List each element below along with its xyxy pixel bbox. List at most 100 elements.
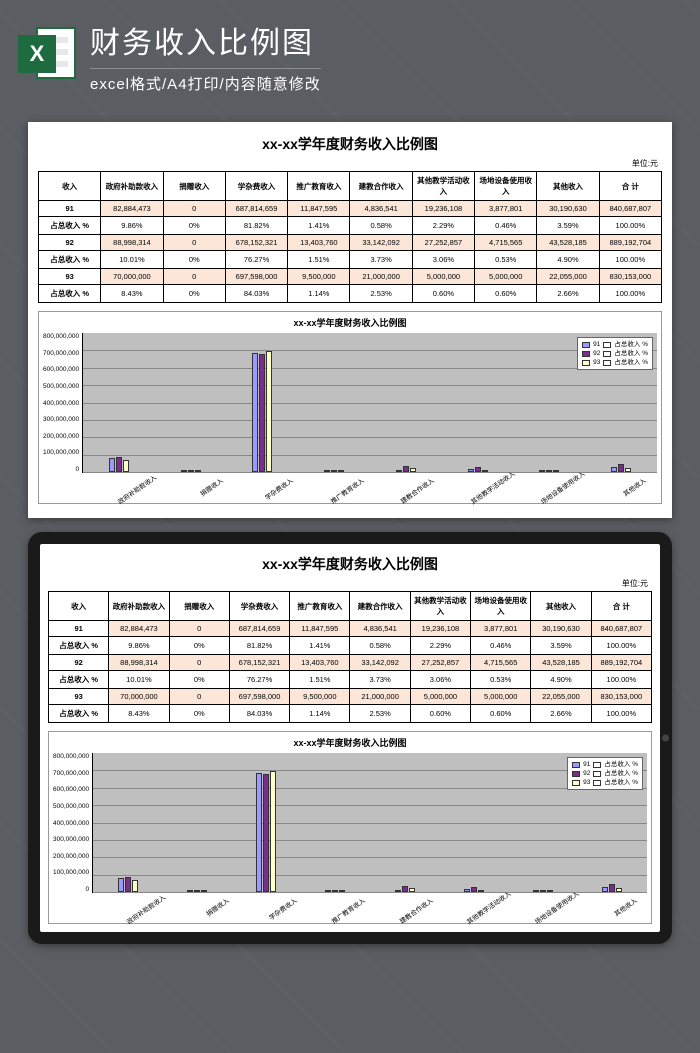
row-label: 92 xyxy=(49,655,109,671)
chart-yaxis: 800,000,000700,000,000600,000,000500,000… xyxy=(43,333,82,473)
gridline xyxy=(93,892,647,893)
data-table: 收入政府补助款收入捐赠收入学杂费收入推广教育收入建教合作收入其他教学活动收入场地… xyxy=(48,591,652,723)
legend-row: 91占总收入 % xyxy=(582,340,648,349)
table-cell: 9,500,000 xyxy=(290,689,350,705)
table-row: 9370,000,0000697,598,0009,500,00021,000,… xyxy=(39,269,662,285)
ytick-label: 800,000,000 xyxy=(53,753,89,760)
table-cell: 1.41% xyxy=(290,637,350,655)
table-header-cell: 场地设备使用收入 xyxy=(475,172,537,201)
bar xyxy=(403,466,409,472)
table-cell: 22,055,000 xyxy=(531,689,591,705)
table-cell: 0.60% xyxy=(475,285,537,303)
gridline xyxy=(83,420,657,421)
bar xyxy=(195,470,201,472)
table-header-cell: 学杂费收入 xyxy=(229,592,289,621)
sheet-title: xx-xx学年度财务收入比例图 xyxy=(48,554,652,574)
ytick-label: 100,000,000 xyxy=(53,869,89,876)
table-cell: 3.59% xyxy=(537,217,599,235)
xtick-label: 政府补助款收入 xyxy=(124,895,171,938)
gridline xyxy=(93,770,647,771)
legend-label: 占总收入 % xyxy=(614,340,648,349)
row-label: 占总收入 % xyxy=(49,705,109,723)
table-cell: 1.51% xyxy=(288,251,350,269)
bar xyxy=(410,468,416,472)
bar xyxy=(611,467,617,472)
bar xyxy=(618,464,624,472)
legend-swatch xyxy=(593,771,601,777)
table-cell: 0 xyxy=(169,621,229,637)
gridline xyxy=(93,840,647,841)
xtick-label: 其他教学活动收入 xyxy=(468,475,515,518)
bar xyxy=(201,890,207,892)
legend-swatch xyxy=(603,351,611,357)
xtick-label: 建教合作收入 xyxy=(396,895,443,938)
table-cell: 697,598,000 xyxy=(225,269,287,285)
bar xyxy=(625,468,631,472)
legend-row: 93占总收入 % xyxy=(582,358,648,367)
row-label: 占总收入 % xyxy=(49,637,109,655)
table-cell: 33,142,092 xyxy=(350,655,410,671)
ytick-label: 600,000,000 xyxy=(53,786,89,793)
table-cell: 76.27% xyxy=(225,251,287,269)
table-cell: 30,190,630 xyxy=(531,621,591,637)
chart-area: 800,000,000700,000,000600,000,000500,000… xyxy=(53,753,647,893)
legend-row: 93占总收入 % xyxy=(572,778,638,787)
chart-title: xx-xx学年度财务收入比例图 xyxy=(43,316,657,329)
table-cell: 830,153,000 xyxy=(599,269,661,285)
xtick-label: 推广教育收入 xyxy=(327,475,374,518)
bar-group xyxy=(252,333,272,472)
table-cell: 2.53% xyxy=(350,285,412,303)
bar-group xyxy=(324,333,344,472)
bar xyxy=(464,889,470,892)
bar-group xyxy=(256,753,276,892)
table-row: 占总收入 %10.01%0%76.27%1.51%3.73%3.06%0.53%… xyxy=(39,251,662,269)
table-cell: 27,252,857 xyxy=(412,235,474,251)
table-cell: 4.90% xyxy=(531,671,591,689)
table-cell: 0.60% xyxy=(412,285,474,303)
table-header-cell: 其他教学活动收入 xyxy=(412,172,474,201)
table-cell: 0 xyxy=(169,655,229,671)
bar xyxy=(402,886,408,892)
ytick-label: 200,000,000 xyxy=(53,853,89,860)
ytick-label: 300,000,000 xyxy=(53,836,89,843)
bar-group xyxy=(468,333,488,472)
bar xyxy=(471,887,477,892)
legend-label: 92 xyxy=(583,769,590,778)
table-cell: 33,142,092 xyxy=(350,235,412,251)
bar xyxy=(475,467,481,472)
bar xyxy=(118,878,124,892)
table-cell: 1.14% xyxy=(290,705,350,723)
table-cell: 0 xyxy=(163,235,225,251)
table-cell: 82,884,473 xyxy=(109,621,169,637)
table-cell: 84.03% xyxy=(225,285,287,303)
table-cell: 1.51% xyxy=(290,671,350,689)
table-cell: 0% xyxy=(163,251,225,269)
table-header-cell: 收入 xyxy=(49,592,109,621)
gridline xyxy=(93,805,647,806)
table-cell: 687,814,659 xyxy=(229,621,289,637)
bar xyxy=(109,458,115,472)
table-cell: 3,877,801 xyxy=(471,621,531,637)
xtick-label: 学杂费收入 xyxy=(256,475,303,518)
table-cell: 4,836,541 xyxy=(350,621,410,637)
xtick-label: 场地设备使用收入 xyxy=(532,895,579,938)
legend-row: 91占总收入 % xyxy=(572,760,638,769)
legend-swatch xyxy=(572,780,580,786)
table-cell: 3,877,801 xyxy=(475,201,537,217)
bar xyxy=(482,470,488,472)
legend-label: 91 xyxy=(583,760,590,769)
legend-swatch xyxy=(582,351,590,357)
legend-swatch xyxy=(572,771,580,777)
bar xyxy=(331,470,337,472)
header-subtitle: excel格式/A4打印/内容随意修改 xyxy=(90,68,321,94)
legend-swatch xyxy=(582,342,590,348)
legend-label: 占总收入 % xyxy=(614,349,648,358)
table-cell: 0.53% xyxy=(471,671,531,689)
table-cell: 5,000,000 xyxy=(475,269,537,285)
table-cell: 2.66% xyxy=(531,705,591,723)
chart-legend: 91占总收入 %92占总收入 %93占总收入 % xyxy=(567,757,643,790)
table-cell: 19,236,108 xyxy=(410,621,470,637)
ytick-label: 0 xyxy=(43,466,79,473)
ytick-label: 100,000,000 xyxy=(43,449,79,456)
table-cell: 21,000,000 xyxy=(350,269,412,285)
